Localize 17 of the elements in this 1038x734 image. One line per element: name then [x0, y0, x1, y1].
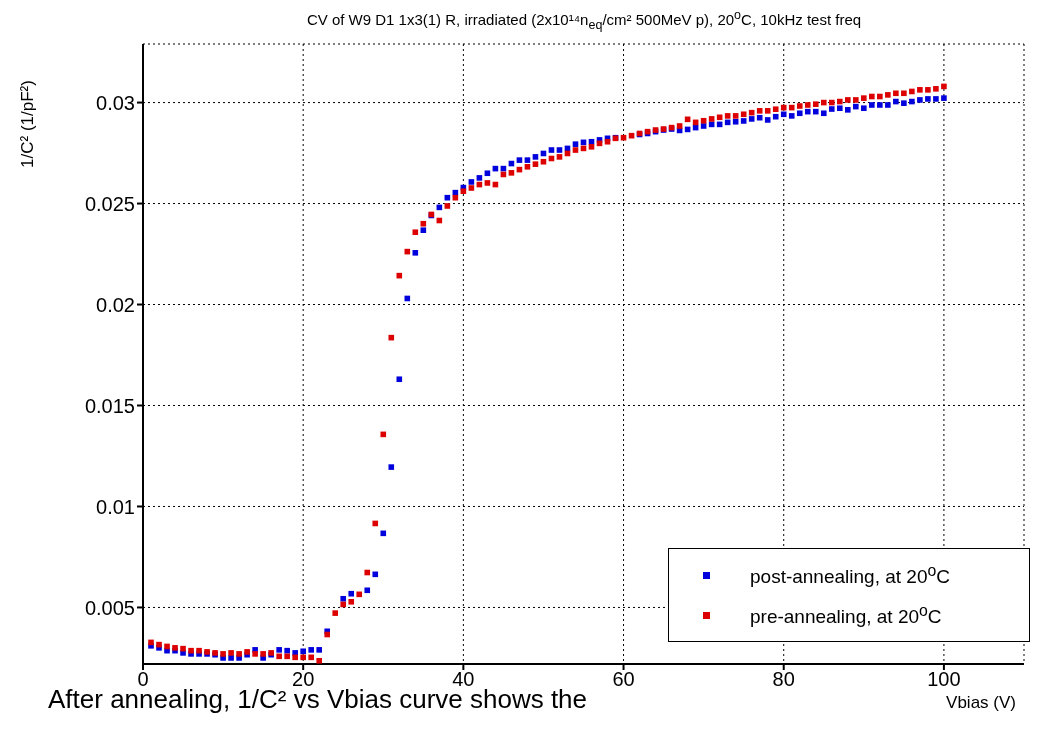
x-tick-label: 100: [927, 668, 961, 691]
y-tick-label: 0.005: [84, 596, 135, 619]
y-tick-label: 0.02: [96, 293, 135, 316]
y-tick-label: 0.01: [96, 495, 135, 518]
x-tick-label: 80: [772, 668, 795, 691]
y-axis-title: 1/C² (1/pF²): [18, 80, 37, 168]
y-tick-label: 0.025: [84, 192, 135, 215]
y-tick-label: 0.015: [84, 394, 135, 417]
x-tick-label: 0: [137, 668, 149, 691]
legend-label: post-annealing, at 20$^{o}$C: [750, 561, 951, 589]
x-tick-label: 20: [292, 668, 315, 691]
y-tick-label: 0.03: [96, 91, 135, 114]
x-axis-title: Vbias (V): [946, 693, 1016, 712]
legend-label: pre-annealing, at 20$^{o}$C: [750, 601, 942, 629]
x-tick-label: 60: [612, 668, 635, 691]
x-tick-label: 40: [452, 668, 475, 691]
chart-title: CV of W9 D1 1x3(1) R, irradiated (2x10¹⁴n$_{eq}$/cm² 500MeV p), 20$^{o}$C, 10kHz test freq: [305, 8, 863, 34]
